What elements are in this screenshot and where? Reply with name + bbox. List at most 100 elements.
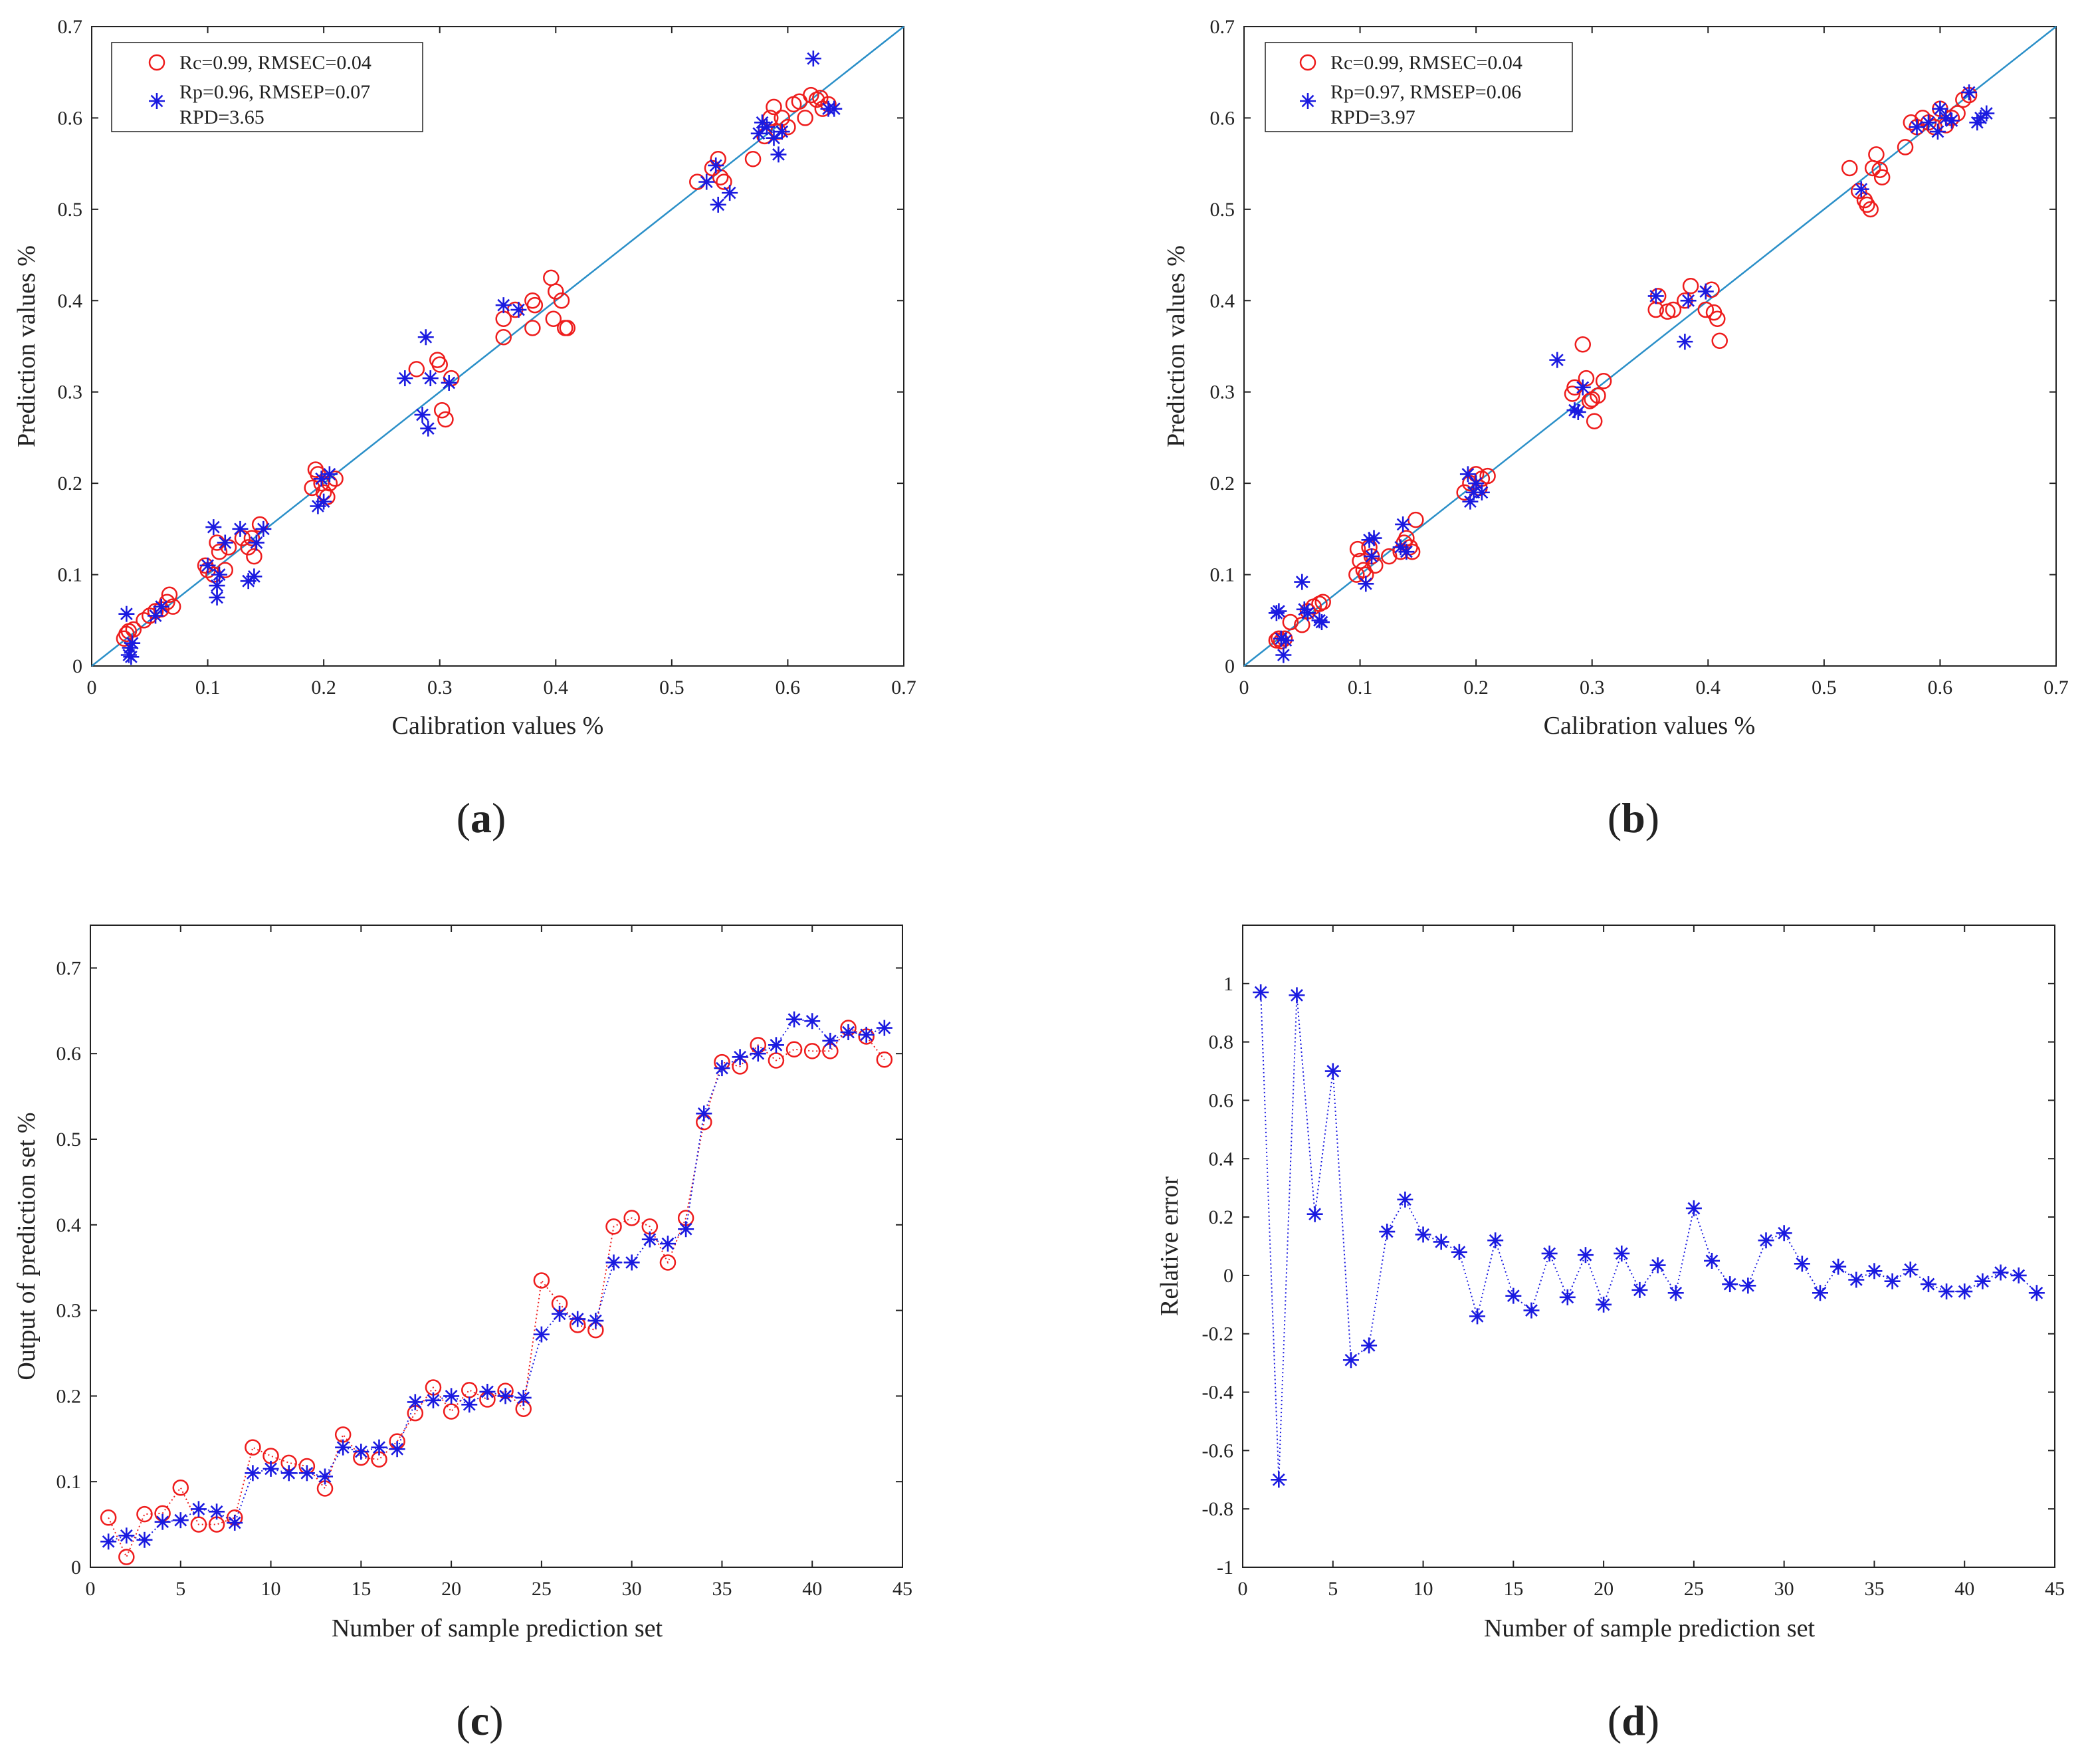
legend-line-2-b: Rp=0.97, RMSEP=0.06: [1330, 81, 1521, 103]
data-point: [245, 1439, 261, 1456]
data-point: [1487, 1232, 1504, 1249]
calibration-point: [1595, 372, 1612, 389]
y-tick-label: 0.6: [1210, 107, 1235, 129]
calibration-point: [1314, 594, 1331, 611]
prediction-point: [1920, 114, 1936, 131]
data-point: [1541, 1245, 1558, 1262]
y-tick-label: 0.5: [1210, 199, 1235, 221]
data-point: [335, 1439, 352, 1456]
data-point: [840, 1024, 857, 1040]
x-tick-label: 0.1: [1348, 677, 1373, 699]
panel-c: 0 5 10 15 20 25 30 35 40 45 0 0.1 0.2 0.3 0.4 0.5 0.6 0.7…: [13, 925, 912, 1744]
prediction-point: [1358, 576, 1374, 592]
x-tick-label: 0.3: [1580, 677, 1605, 699]
calibration-point: [1850, 183, 1867, 199]
calibration-point: [211, 543, 228, 560]
plot-frame-c: [90, 925, 903, 1568]
legend-box-a: [111, 42, 423, 132]
data-point: [443, 1388, 460, 1404]
legend-line-1-a: Rc=0.99, RMSEC=0.04: [179, 52, 371, 74]
y-tick-label: -0.8: [1202, 1498, 1234, 1520]
data-point: [2010, 1267, 2027, 1283]
data-point: [154, 1513, 171, 1530]
data-point: [1397, 1191, 1413, 1208]
calibration-point: [1841, 160, 1858, 177]
data-point: [804, 1013, 821, 1030]
y-tick-label: 0.7: [56, 957, 82, 979]
data-point: [1577, 1247, 1594, 1264]
calibration-point: [243, 530, 261, 546]
x-tick-label: 35: [712, 1578, 732, 1600]
prediction-point: [255, 520, 272, 537]
data-point: [803, 1043, 821, 1059]
prediction-point: [766, 130, 782, 146]
x-tick-label: 0: [87, 677, 97, 699]
data-point: [786, 1011, 803, 1028]
legend-star: [1300, 93, 1316, 109]
data-point: [623, 1254, 640, 1271]
ticks-d: 0 5 10 15 20 25 30 35 40 45 -1 -0.8 -0.6 -0.4 -0.2 0 0.2…: [1202, 925, 2065, 1600]
calibration-point: [304, 479, 320, 496]
prediction-point: [148, 607, 164, 624]
y-tick-label: 0.4: [1209, 1148, 1234, 1170]
data-point: [1451, 1244, 1467, 1260]
y-axis-label-a: Prediction values %: [13, 245, 41, 447]
data-point: [1920, 1276, 1936, 1293]
y-tick-label: 0.6: [1209, 1089, 1234, 1111]
x-tick-label: 25: [1684, 1578, 1704, 1600]
calibration-point: [812, 89, 829, 106]
data-point: [768, 1052, 785, 1069]
data-point: [1649, 1257, 1666, 1273]
calibration-point: [1871, 162, 1888, 179]
legend-line-2-a: Rp=0.96, RMSEP=0.07: [179, 81, 370, 103]
calibration-point: [526, 296, 544, 314]
x-tick-label: 40: [802, 1578, 822, 1600]
calibration-point: [1349, 540, 1366, 558]
y-tick-label: 0.1: [58, 564, 83, 586]
prediction-point: [774, 124, 790, 140]
calibration-point: [246, 548, 262, 565]
x-tick-label: 5: [1328, 1578, 1338, 1600]
calibration-point: [1862, 201, 1879, 218]
calibration-point: [524, 320, 541, 336]
x-axis-label-b: Calibration values %: [1544, 712, 1756, 740]
prediction-point: [1943, 112, 1960, 129]
data-point: [876, 1051, 893, 1068]
prediction-point: [1909, 119, 1925, 136]
x-tick-label: 0.6: [1928, 677, 1953, 699]
prediction-point: [1275, 647, 1292, 663]
prediction-point: [710, 196, 726, 213]
data-point: [1253, 984, 1269, 1000]
prediction-point: [205, 519, 222, 536]
y-tick-label: 0.4: [58, 290, 83, 312]
data-point: [1794, 1256, 1810, 1272]
prediction-point: [510, 302, 527, 318]
data-point: [118, 1527, 135, 1544]
x-tick-label: 0.5: [659, 677, 684, 699]
data-point: [1505, 1287, 1522, 1304]
series-line-predicted: [108, 1018, 885, 1543]
panel-label-c: (c): [456, 1697, 503, 1744]
x-tick-label: 0.2: [311, 677, 336, 699]
data-point: [552, 1305, 568, 1322]
marks-a: [91, 26, 904, 667]
x-tick-label: 25: [532, 1578, 552, 1600]
x-tick-label: 0.7: [891, 677, 916, 699]
legend-box-b: [1265, 42, 1573, 132]
x-tick-label: 0.7: [2043, 677, 2069, 699]
x-axis-label-d: Number of sample prediction set: [1484, 1614, 1816, 1642]
legend-prediction-marker-a: [149, 93, 165, 109]
x-tick-label: 0: [1239, 677, 1249, 699]
y-tick-label: 0.1: [56, 1471, 82, 1493]
data-point: [1902, 1262, 1919, 1278]
legend-line-1-b: Rc=0.99, RMSEC=0.04: [1330, 52, 1522, 74]
data-point: [1523, 1302, 1540, 1319]
prediction-point: [1366, 530, 1382, 546]
calibration-point: [1868, 146, 1885, 163]
calibration-point: [217, 562, 234, 578]
data-point: [497, 1388, 514, 1404]
calibration-point: [548, 283, 564, 300]
data-point: [1956, 1283, 1973, 1300]
prediction-point: [1398, 544, 1415, 560]
legend-calibration-marker-b: [1299, 54, 1316, 71]
